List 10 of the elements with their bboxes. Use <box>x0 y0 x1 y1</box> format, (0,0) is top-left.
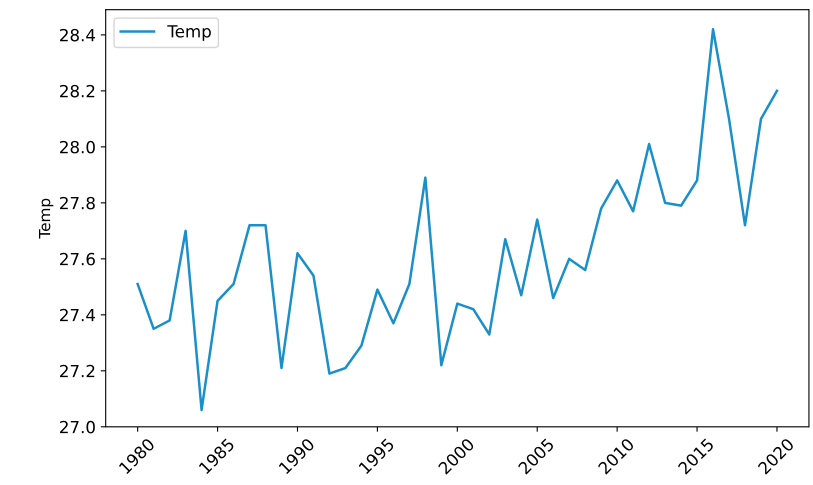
y-tick-label: 28.4 <box>60 28 96 42</box>
y-tick-label: 27.8 <box>60 196 95 210</box>
y-tick-label: 28.0 <box>60 140 95 154</box>
y-tick-label: 27.4 <box>60 308 96 322</box>
y-tick-label: 27.6 <box>60 252 95 266</box>
y-axis-title: Temp <box>38 198 54 239</box>
y-tick-label: 27.0 <box>60 420 95 434</box>
y-tick-label: 28.2 <box>60 84 94 98</box>
y-tick-label: 27.2 <box>60 364 94 378</box>
legend-label: Temp <box>167 25 211 41</box>
